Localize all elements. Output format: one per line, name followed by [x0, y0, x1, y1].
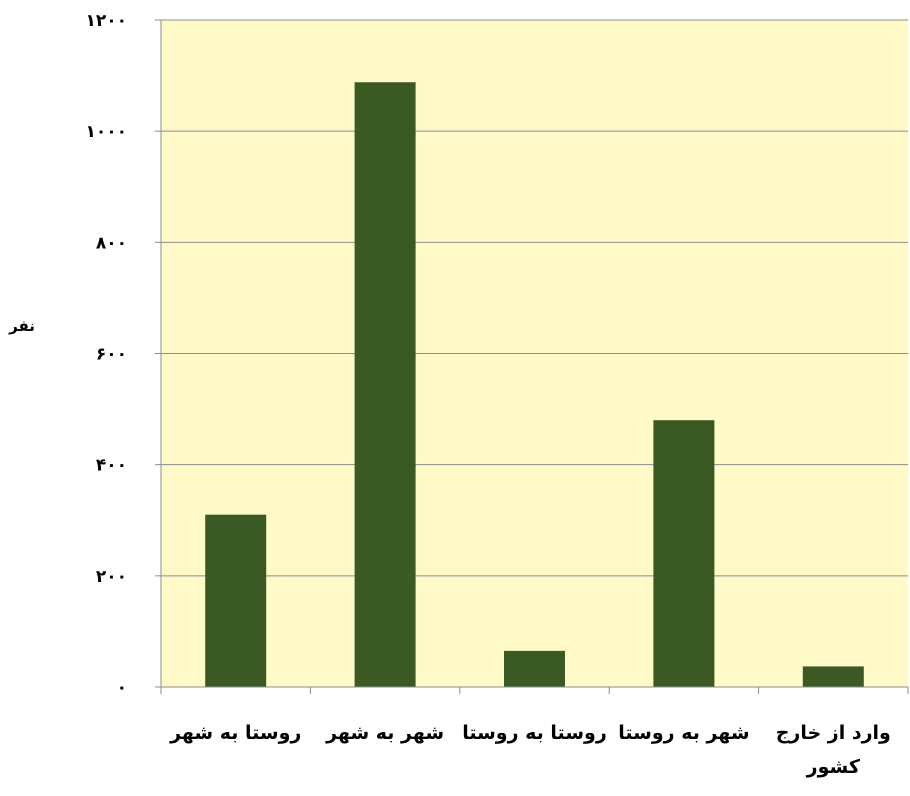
x-category-label: شهر به روستا: [618, 722, 749, 744]
y-tick-label: ١٠٠٠: [85, 122, 127, 142]
bar: [653, 420, 715, 687]
x-category-labels: روستا به شهر شهر به شهر روستا به روستا شهر …: [169, 722, 891, 778]
y-tick-label: ١٢٠٠: [85, 11, 127, 31]
y-tick-labels: ٠ ٢٠٠ ۴٠٠ ۶٠٠ ٨٠٠ ١٠٠٠ ١٢٠٠: [85, 11, 127, 698]
y-tick-label: ٢٠٠: [96, 567, 127, 587]
bar: [504, 650, 565, 687]
bar: [205, 514, 267, 687]
x-category-label: روستا به شهر: [169, 722, 301, 744]
x-category-label: کشور: [806, 756, 861, 778]
x-category-label: شهر به شهر: [325, 722, 444, 744]
y-axis-label: نفر: [8, 317, 35, 335]
y-tick-label: ۶٠٠: [96, 345, 127, 365]
x-category-label: روستا به روستا: [462, 722, 607, 744]
bars: [205, 82, 864, 687]
axes: [155, 19, 909, 694]
bar: [354, 82, 416, 687]
gridlines: [161, 19, 908, 577]
bar: [802, 666, 864, 687]
y-tick-label: ٠: [117, 678, 127, 698]
y-tick-label: ۴٠٠: [96, 456, 127, 476]
x-category-label: وارد از خارج: [776, 722, 891, 744]
y-tick-label: ٨٠٠: [96, 233, 127, 253]
